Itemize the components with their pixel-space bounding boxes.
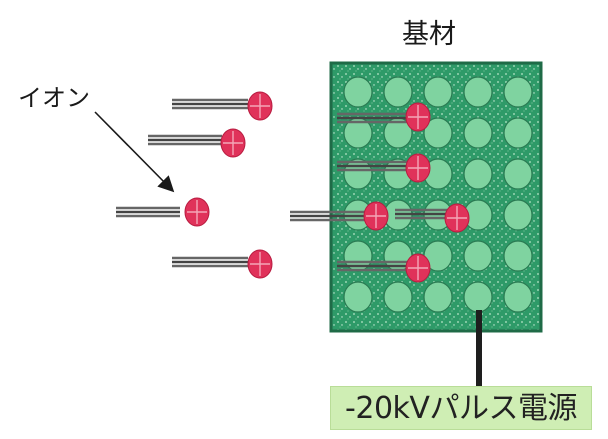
ion-track (148, 134, 222, 146)
ion-track (290, 210, 368, 222)
lattice-atom (503, 158, 533, 190)
lattice-atom (423, 76, 453, 108)
ions (184, 91, 470, 283)
implanted-ion (405, 253, 431, 283)
lattice-atom (383, 76, 413, 108)
ion-track (116, 206, 180, 218)
implanted-ion (405, 153, 431, 183)
lattice-atom (503, 281, 533, 313)
lattice-atom (383, 281, 413, 313)
ion-track (337, 260, 412, 272)
ion-label: イオン (18, 84, 90, 112)
lattice-atom (503, 117, 533, 149)
lattice-atom (423, 117, 453, 149)
lattice-atom (463, 240, 493, 272)
ion-track (337, 112, 412, 124)
power-supply-label: -20kVパルス電源 (330, 386, 592, 430)
incoming-ion (220, 128, 246, 158)
ion-track (172, 256, 248, 268)
implanted-ion (444, 203, 470, 233)
ion-track (337, 160, 412, 172)
lattice-atom (503, 199, 533, 231)
substrate-label: 基材 (402, 19, 456, 50)
lattice-atom (463, 281, 493, 313)
lattice-atom (463, 117, 493, 149)
ion-tracks (116, 98, 450, 272)
lattice-atom (343, 281, 373, 313)
lattice-atom (463, 158, 493, 190)
power-supply-wire (476, 310, 482, 388)
lattice-atom (343, 158, 373, 190)
implanted-ion (405, 102, 431, 132)
lattice-atom (463, 76, 493, 108)
incoming-ion (247, 249, 273, 279)
ion-pointer-arrow (94, 111, 175, 193)
lattice-atom (423, 281, 453, 313)
ion-track (172, 98, 248, 110)
incoming-ion (184, 197, 210, 227)
lattice-atom (343, 76, 373, 108)
implanted-ion (363, 201, 389, 231)
ion-track (395, 208, 450, 220)
lattice-atom (503, 240, 533, 272)
lattice-atom (503, 76, 533, 108)
incoming-ion (247, 91, 273, 121)
